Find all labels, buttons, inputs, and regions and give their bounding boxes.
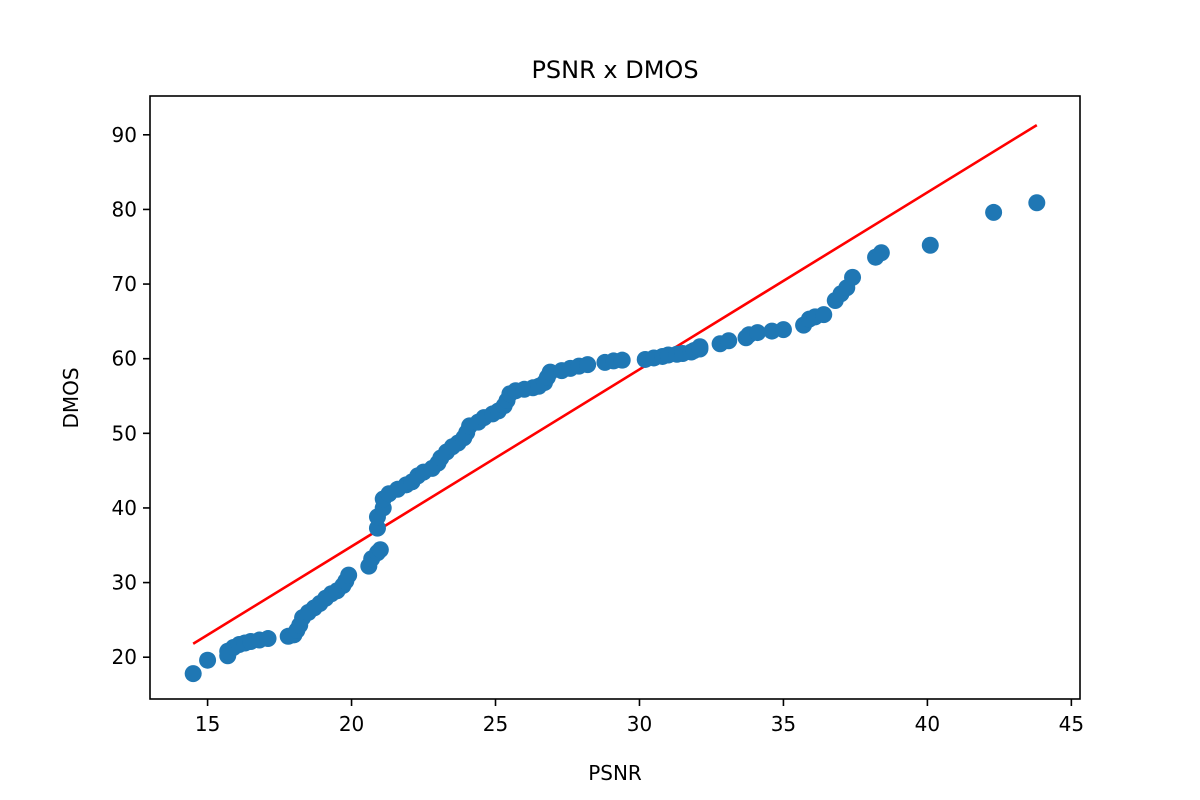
scatter-point bbox=[921, 236, 939, 254]
y-tick-label: 70 bbox=[112, 272, 137, 296]
scatter-point bbox=[844, 268, 862, 286]
y-tick-label: 80 bbox=[112, 197, 137, 221]
scatter-point bbox=[1028, 194, 1046, 212]
scatter-point bbox=[985, 203, 1003, 221]
scatter-point bbox=[815, 306, 833, 324]
scatter-point bbox=[340, 566, 358, 584]
y-tick-label: 90 bbox=[112, 123, 137, 147]
x-tick-label: 20 bbox=[339, 712, 364, 736]
x-axis-label: PSNR bbox=[588, 761, 642, 785]
scatter-point bbox=[749, 324, 767, 342]
y-tick-label: 60 bbox=[112, 347, 137, 371]
scatter-point bbox=[184, 665, 202, 683]
scatter-point bbox=[774, 321, 792, 339]
scatter-point bbox=[613, 351, 631, 369]
x-axis: 15 20 25 30 35 40 45 bbox=[195, 699, 1084, 736]
y-tick-label: 30 bbox=[112, 571, 137, 595]
x-tick-label: 45 bbox=[1059, 712, 1084, 736]
scatter-point bbox=[691, 338, 709, 356]
plot-frame bbox=[149, 95, 1081, 700]
y-tick-label: 40 bbox=[112, 496, 137, 520]
x-tick-label: 40 bbox=[915, 712, 940, 736]
x-tick-label: 25 bbox=[483, 712, 508, 736]
scatter-point bbox=[259, 630, 277, 648]
x-tick-label: 15 bbox=[195, 712, 220, 736]
scatter-point bbox=[720, 332, 738, 350]
x-tick-label: 35 bbox=[771, 712, 796, 736]
y-tick-label: 20 bbox=[112, 645, 137, 669]
scatter-point bbox=[371, 541, 389, 559]
y-tick-label: 50 bbox=[112, 421, 137, 445]
fit-line bbox=[192, 123, 1038, 645]
scatter-point bbox=[199, 651, 217, 669]
chart-title: PSNR x DMOS bbox=[531, 56, 698, 84]
y-axis-label: DMOS bbox=[59, 367, 83, 428]
scatter-points bbox=[184, 194, 1046, 683]
y-axis: 20 30 40 50 60 70 80 90 bbox=[112, 123, 150, 669]
scatter-point bbox=[579, 356, 597, 374]
scatter-point bbox=[872, 244, 890, 262]
x-tick-label: 30 bbox=[627, 712, 652, 736]
fit-line-layer bbox=[192, 123, 1038, 645]
